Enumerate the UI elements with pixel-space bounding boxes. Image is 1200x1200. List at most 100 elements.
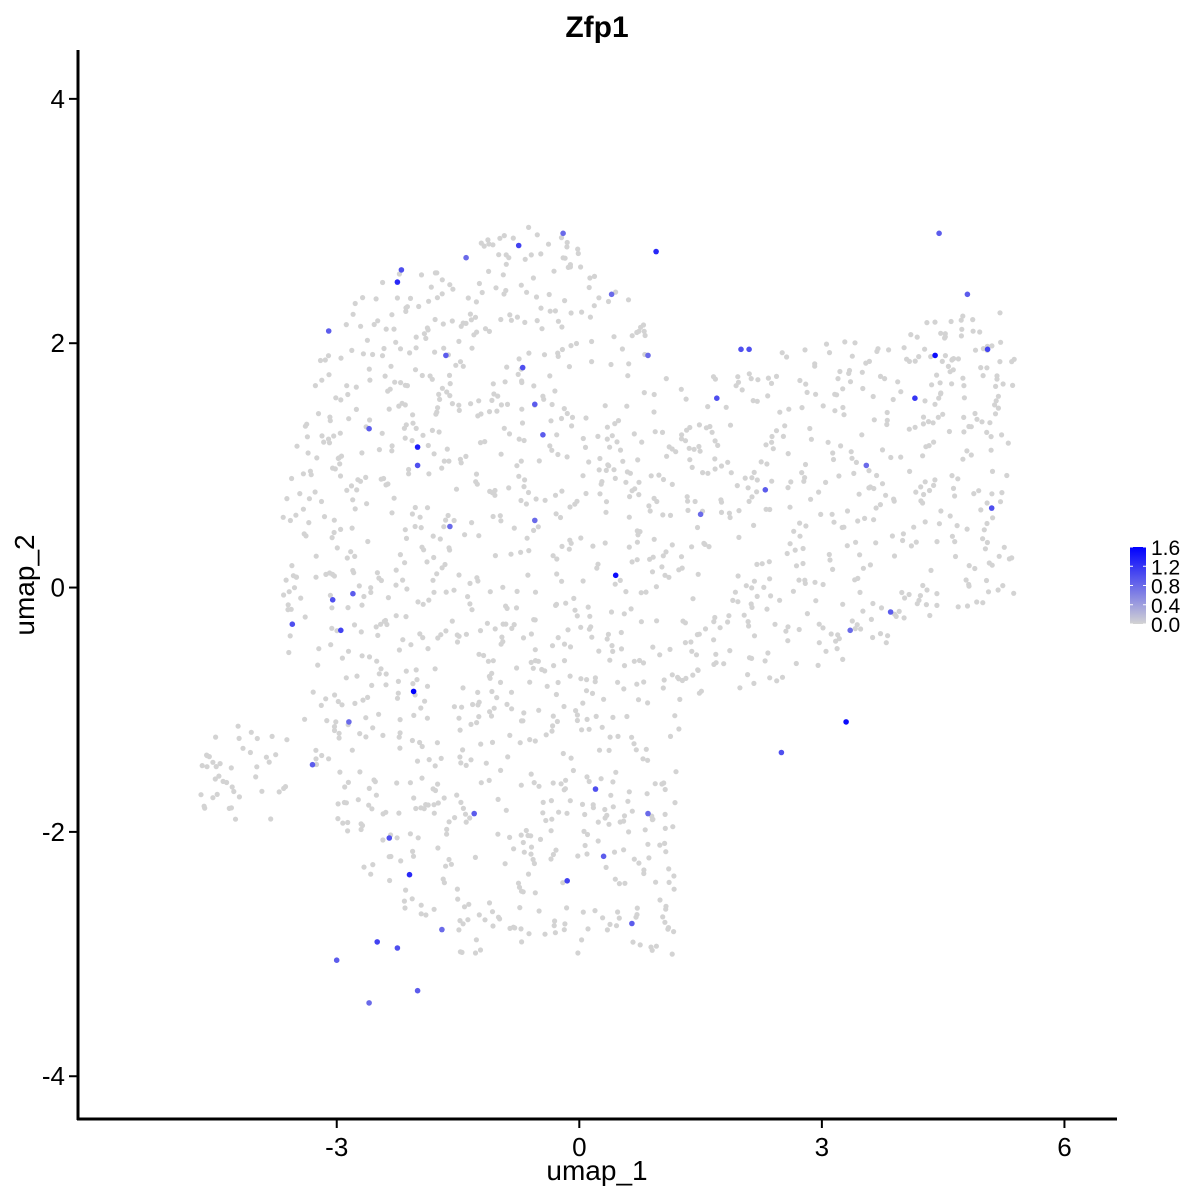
expressing-cell-point <box>540 432 546 438</box>
cell-point <box>342 800 347 805</box>
cell-point <box>303 614 308 619</box>
cell-point <box>552 388 557 393</box>
expressing-cell-point <box>330 597 336 603</box>
cell-point <box>345 555 350 560</box>
expressing-cell-point <box>601 854 607 860</box>
cell-point <box>934 591 939 596</box>
cell-point <box>559 324 564 329</box>
cell-point <box>767 576 772 581</box>
cell-point <box>599 479 604 484</box>
cell-point <box>249 730 254 735</box>
cell-point <box>725 619 730 624</box>
cell-point <box>600 725 605 730</box>
cell-point <box>441 877 446 882</box>
cell-point <box>625 373 630 378</box>
cell-point <box>974 599 979 604</box>
cell-point <box>512 925 517 930</box>
cell-point <box>520 718 525 723</box>
cell-point <box>330 572 335 577</box>
cell-point <box>648 508 653 513</box>
cell-point <box>791 589 796 594</box>
cell-point <box>354 487 359 492</box>
cell-point <box>319 378 324 383</box>
cell-point <box>423 912 428 917</box>
cell-point <box>603 540 608 545</box>
expressing-cell-point <box>326 328 332 334</box>
cell-point <box>851 471 856 476</box>
cell-point <box>509 706 514 711</box>
colorbar-tick-label: 1.6 <box>1151 537 1180 560</box>
cell-point <box>635 532 640 537</box>
cell-point <box>606 463 611 468</box>
cell-point <box>524 290 529 295</box>
cell-point <box>977 329 982 334</box>
cell-point <box>984 521 989 526</box>
cell-point <box>653 429 658 434</box>
expressing-cell-point <box>532 518 538 524</box>
cell-point <box>336 456 341 461</box>
cell-point <box>559 416 564 421</box>
cell-point <box>525 573 530 578</box>
cell-point <box>749 494 754 499</box>
cell-point <box>365 695 370 700</box>
cell-point <box>684 397 689 402</box>
cell-point <box>845 543 850 548</box>
cell-point <box>662 573 667 578</box>
cell-point <box>816 663 821 668</box>
cell-point <box>490 740 495 745</box>
cell-point <box>237 736 242 741</box>
cell-point <box>406 471 411 476</box>
cell-point <box>536 524 541 529</box>
cell-point <box>671 929 676 934</box>
cell-point <box>446 459 451 464</box>
cell-point <box>547 373 552 378</box>
cell-point <box>404 669 409 674</box>
cell-point <box>857 492 862 497</box>
cell-point <box>564 905 569 910</box>
cell-point <box>459 705 464 710</box>
cell-point <box>493 626 498 631</box>
cell-point <box>966 424 971 429</box>
cell-point <box>685 494 690 499</box>
cell-point <box>496 252 501 257</box>
cell-point <box>934 603 939 608</box>
cell-point <box>711 637 716 642</box>
cell-point <box>641 660 646 665</box>
expressing-cell-point <box>366 1000 372 1006</box>
cell-point <box>984 430 989 435</box>
cell-point <box>374 624 379 629</box>
cell-point <box>871 394 876 399</box>
cell-point <box>976 488 981 493</box>
cell-point <box>668 513 673 518</box>
cell-point <box>521 635 526 640</box>
cell-point <box>821 403 826 408</box>
cell-point <box>394 613 399 618</box>
cell-point <box>626 829 631 834</box>
y-tick-label: 4 <box>51 84 65 114</box>
cell-point <box>901 531 906 536</box>
cell-point <box>441 321 446 326</box>
cell-point <box>719 463 724 468</box>
cell-point <box>627 515 632 520</box>
cell-point <box>805 390 810 395</box>
cell-point <box>936 396 941 401</box>
cell-point <box>338 397 343 402</box>
cell-point <box>465 917 470 922</box>
cell-point <box>632 659 637 664</box>
cell-point <box>663 826 668 831</box>
cell-point <box>435 782 440 787</box>
cell-point <box>895 379 900 384</box>
cell-point <box>456 403 461 408</box>
cell-point <box>410 421 415 426</box>
cell-point <box>443 518 448 523</box>
cell-point <box>462 904 467 909</box>
cell-point <box>504 702 509 707</box>
cell-point <box>823 480 828 485</box>
cell-point <box>549 448 554 453</box>
cell-point <box>531 617 536 622</box>
cell-point <box>687 457 692 462</box>
cell-point <box>885 410 890 415</box>
cell-point <box>551 663 556 668</box>
cell-point <box>907 592 912 597</box>
cell-point <box>942 335 947 340</box>
